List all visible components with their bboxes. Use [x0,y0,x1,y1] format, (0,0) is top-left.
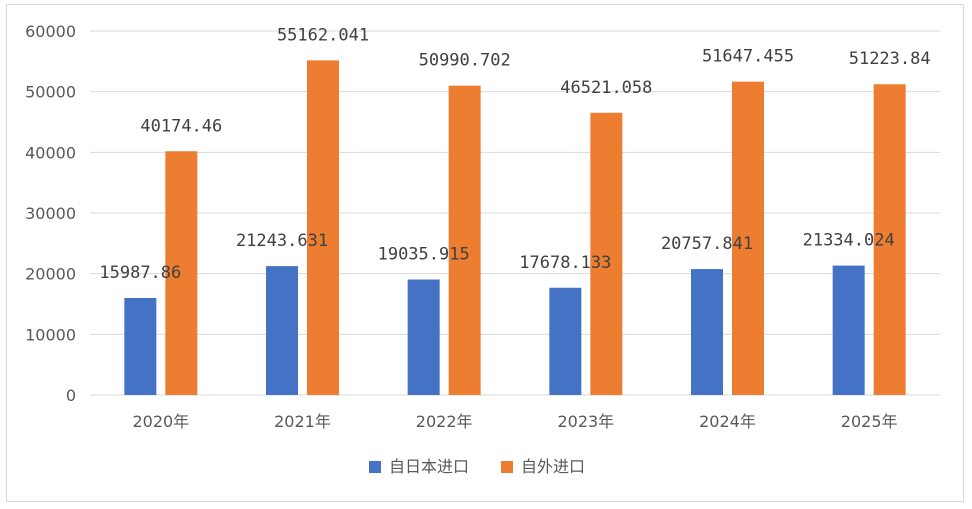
y-tick-label: 30000 [25,204,76,223]
bar-japan-5 [832,265,865,395]
x-tick-label: 2021年 [274,412,331,431]
legend-label-japan: 自日本进口 [389,457,469,476]
x-tick-label: 2022年 [416,412,473,431]
bar-japan-3 [549,287,582,395]
data-label: 17678.133 [519,253,611,273]
y-tick-label: 0 [66,386,76,405]
x-tick-label: 2023年 [557,412,614,431]
bar-foreign-4 [732,81,764,395]
y-tick-label: 50000 [25,83,76,102]
bars [124,60,906,396]
x-axis-ticks: 2020年 2021年 2022年 2023年 2024年 2025年 [132,412,897,431]
data-label: 46521.058 [560,78,652,98]
x-tick-label: 2024年 [699,412,756,431]
y-tick-label: 60000 [25,22,76,41]
gridlines [90,30,940,396]
y-tick-label: 10000 [25,325,76,344]
y-axis-ticks: 0 10000 20000 30000 40000 50000 60000 [25,22,76,405]
legend-swatch-foreign [501,461,513,473]
legend-swatch-japan [369,461,381,473]
data-label: 19035.915 [378,245,470,265]
data-label: 40174.46 [140,116,222,136]
bar-japan-4 [691,269,723,395]
x-tick-label: 2025年 [841,412,898,431]
y-tick-label: 40000 [25,143,76,162]
y-tick-label: 20000 [25,265,76,284]
data-labels: 15987.86 40174.46 21243.631 55162.041 19035.… [99,25,930,283]
data-label: 51647.455 [702,47,794,67]
bar-foreign-2 [448,85,481,396]
bar-foreign-5 [873,84,906,395]
legend-label-foreign: 自外进口 [521,457,585,476]
bar-japan-1 [266,266,298,395]
legend: 自日本进口 自外进口 [369,457,585,476]
data-label: 21334.024 [803,231,895,251]
bar-japan-2 [407,279,440,395]
bar-foreign-0 [165,151,198,395]
data-label: 55162.041 [277,25,369,45]
data-label: 21243.631 [236,231,328,251]
data-label: 20757.841 [661,234,753,254]
data-label: 15987.86 [99,263,181,283]
x-tick-label: 2020年 [132,412,189,431]
bar-foreign-1 [307,60,339,396]
bar-foreign-3 [590,112,623,395]
bar-japan-0 [124,298,157,395]
data-label: 50990.702 [419,51,511,71]
data-label: 51223.84 [849,49,931,69]
